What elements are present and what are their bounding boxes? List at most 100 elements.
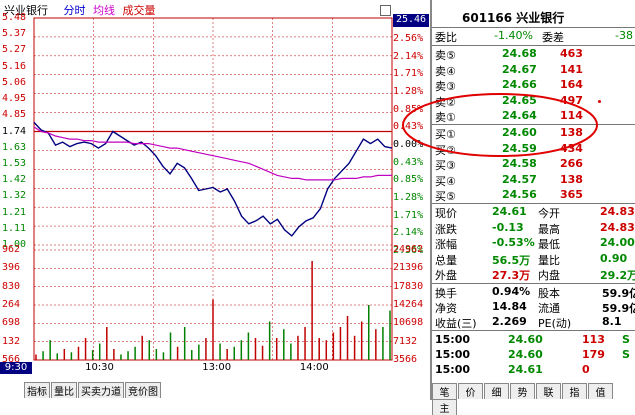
mode-avg[interactable]: 均线: [93, 4, 115, 17]
stat-row: 涨跌 -0.13 最高 24.83: [432, 221, 635, 236]
stat-row: 现价 24.61 今开 24.83: [432, 205, 635, 220]
mode-vol[interactable]: 成交量: [122, 4, 156, 17]
buy-level-row: 买④ 24.57 138: [432, 173, 635, 188]
stat-value: 2.269: [492, 315, 527, 328]
stat-value: 8.1: [602, 315, 622, 328]
stat-row: 总量 56.5万 量比 0.90: [432, 252, 635, 267]
level-label: 卖③: [435, 80, 456, 93]
tick-volume: 0: [582, 363, 590, 376]
stat-label: 净资: [435, 302, 457, 315]
level-price: 24.68: [502, 47, 537, 60]
price-line: [33, 121, 393, 237]
left-volume-label: 830: [2, 280, 21, 292]
stat-value: 56.5万: [492, 253, 531, 267]
level-price: 24.66: [502, 78, 537, 91]
left-price-label: 1.32: [2, 190, 27, 202]
stat-label: 内盘: [538, 269, 560, 282]
left-volume-label: 962: [2, 244, 21, 255]
stat-value: 24.83: [600, 220, 635, 234]
stat-label: 最高: [538, 222, 560, 236]
intraday-chart[interactable]: 兴业银行 分时 均线 成交量 25.46 5.48 5.37 5.27 5.16 5.0…: [0, 0, 430, 400]
bottom-tabs: 指标 量比 买卖力道 竞价图: [24, 382, 162, 398]
chart-svg: [33, 17, 393, 361]
time-start-label: 9:30: [0, 362, 32, 374]
sell-level-row: 卖⑤ 24.68 463: [432, 47, 635, 62]
stat2-row: 净资 14.84 流通 59.9亿: [432, 300, 635, 315]
level-volume: 138: [560, 172, 583, 186]
right-volume-label: 3566: [393, 354, 418, 365]
avg-price-line: [33, 126, 392, 181]
time-label: 10:30: [85, 362, 114, 373]
left-price-label: 5.16: [2, 60, 27, 72]
window-toggle-icon[interactable]: [380, 5, 391, 16]
level-price: 24.67: [502, 62, 537, 76]
tick-row: 15:00 24.60 113 S: [432, 333, 635, 348]
tick-time: 15:00: [435, 333, 471, 346]
right-volume-label: 21396: [393, 262, 424, 274]
stat-label: 今开: [538, 207, 560, 220]
stat-value: -0.13: [492, 220, 524, 234]
right-pct-label: 0.00%: [393, 139, 424, 150]
level-price: 24.65: [502, 93, 537, 107]
stat-label: 外盘: [435, 269, 457, 282]
level-volume: 114: [560, 109, 583, 122]
quote-tab[interactable]: 主: [432, 399, 457, 415]
quote-tab[interactable]: 联: [536, 383, 561, 399]
wc-label: 委差: [542, 31, 564, 44]
left-price-label: 1.42: [2, 174, 27, 186]
stock-code-title: 601166 兴业银行: [462, 11, 565, 25]
price-box: 25.46: [393, 14, 429, 27]
quote-tab[interactable]: 指: [562, 383, 587, 399]
right-pct-label: 1.28%: [393, 192, 424, 203]
tick-row: 15:00 24.61 0: [432, 363, 635, 378]
left-volume-label: 396: [2, 262, 21, 274]
tick-side: S: [622, 333, 630, 346]
sell-level-row: 卖③ 24.66 164: [432, 78, 635, 93]
level-volume: 164: [560, 78, 583, 91]
tab-buysell[interactable]: 买卖力道: [78, 382, 124, 398]
right-pct-label: 0.43%: [393, 156, 424, 168]
level-label: 买③: [435, 159, 456, 172]
quote-tab[interactable]: 笔: [432, 383, 457, 399]
left-volume-label: 132: [2, 335, 21, 347]
left-price-label: 1.53: [2, 157, 27, 169]
quote-tab[interactable]: 细: [484, 383, 509, 399]
stat-label: PE(动): [538, 317, 572, 330]
tick-time: 15:00: [435, 348, 471, 361]
stat-row: 涨幅 -0.53% 最低 24.00: [432, 236, 635, 251]
left-volume-label: 566: [2, 354, 21, 365]
tab-auction[interactable]: 竞价图: [125, 382, 161, 398]
tab-indicator[interactable]: 指标: [24, 382, 50, 398]
left-price-label: 1.74: [2, 125, 27, 137]
level-price: 24.57: [502, 172, 537, 186]
right-pct-label: 2.56%: [393, 245, 424, 256]
tab-volume-ratio[interactable]: 量比: [51, 382, 77, 398]
level-price: 24.58: [502, 157, 537, 170]
stat-value: 0.90: [600, 251, 628, 265]
stat2-row: 换手 0.94% 股本 59.9亿: [432, 285, 635, 300]
stat-value: 27.3万: [492, 269, 531, 282]
wb-value: -1.40%: [494, 29, 533, 42]
stat-value: 14.84: [492, 300, 527, 313]
stock-name: 兴业银行: [4, 4, 48, 17]
time-label: 14:00: [299, 362, 329, 373]
level-price: 24.59: [502, 141, 537, 155]
quote-tab[interactable]: 价: [458, 383, 483, 399]
buy-level-row: 买③ 24.58 266: [432, 157, 635, 172]
mode-time[interactable]: 分时: [63, 4, 86, 17]
left-price-label: 5.27: [2, 44, 27, 56]
left-price-label: 5.06: [2, 76, 27, 88]
left-volume-label: 264: [2, 299, 21, 310]
level-price: 24.56: [502, 188, 537, 201]
tick-price: 24.60: [508, 348, 543, 361]
tick-row: 15:00 24.60 179 S: [432, 348, 635, 363]
stat-value: 0.94%: [492, 285, 531, 298]
stat-label: 股本: [538, 287, 560, 300]
quote-tab[interactable]: 值: [588, 383, 613, 399]
quote-tab[interactable]: 势: [510, 383, 535, 399]
sell-level-row: 卖① 24.64 114: [432, 109, 635, 124]
left-price-label: 5.48: [2, 12, 27, 23]
left-price-label: 4.85: [2, 109, 27, 121]
stat-label: 收益(三): [435, 317, 477, 330]
level-volume: 463: [560, 47, 583, 60]
